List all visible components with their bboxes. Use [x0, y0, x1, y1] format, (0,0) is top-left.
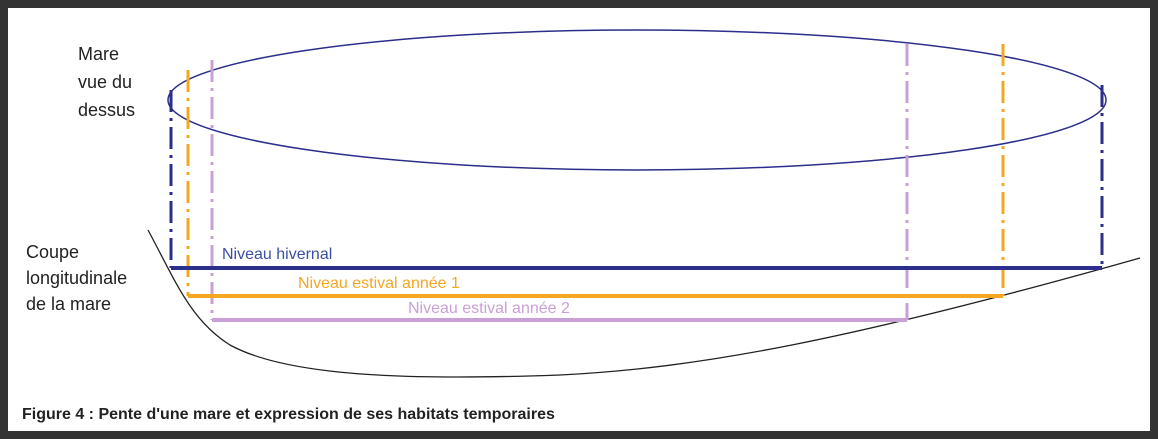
- level-label: Niveau estival année 1: [298, 275, 460, 292]
- section-label: Coupe: [26, 242, 79, 262]
- pond-profile: [147, 229, 1141, 378]
- level-label: Niveau hivernal: [222, 246, 332, 263]
- section-label: de la mare: [26, 294, 111, 314]
- section-label: longitudinale: [26, 268, 127, 288]
- caption: Figure 4 : Pente d'une mare et expressio…: [22, 406, 555, 423]
- level-label: Niveau estival année 2: [408, 300, 570, 317]
- top-view-label: Mare: [78, 44, 119, 64]
- pond-top-view: [167, 29, 1107, 171]
- top-view-label: dessus: [78, 100, 135, 120]
- top-view-label: vue du: [78, 72, 132, 92]
